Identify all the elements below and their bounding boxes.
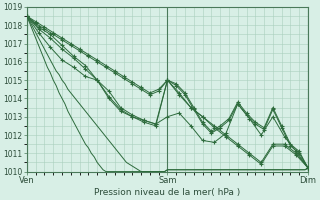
X-axis label: Pression niveau de la mer( hPa ): Pression niveau de la mer( hPa ) xyxy=(94,188,241,197)
